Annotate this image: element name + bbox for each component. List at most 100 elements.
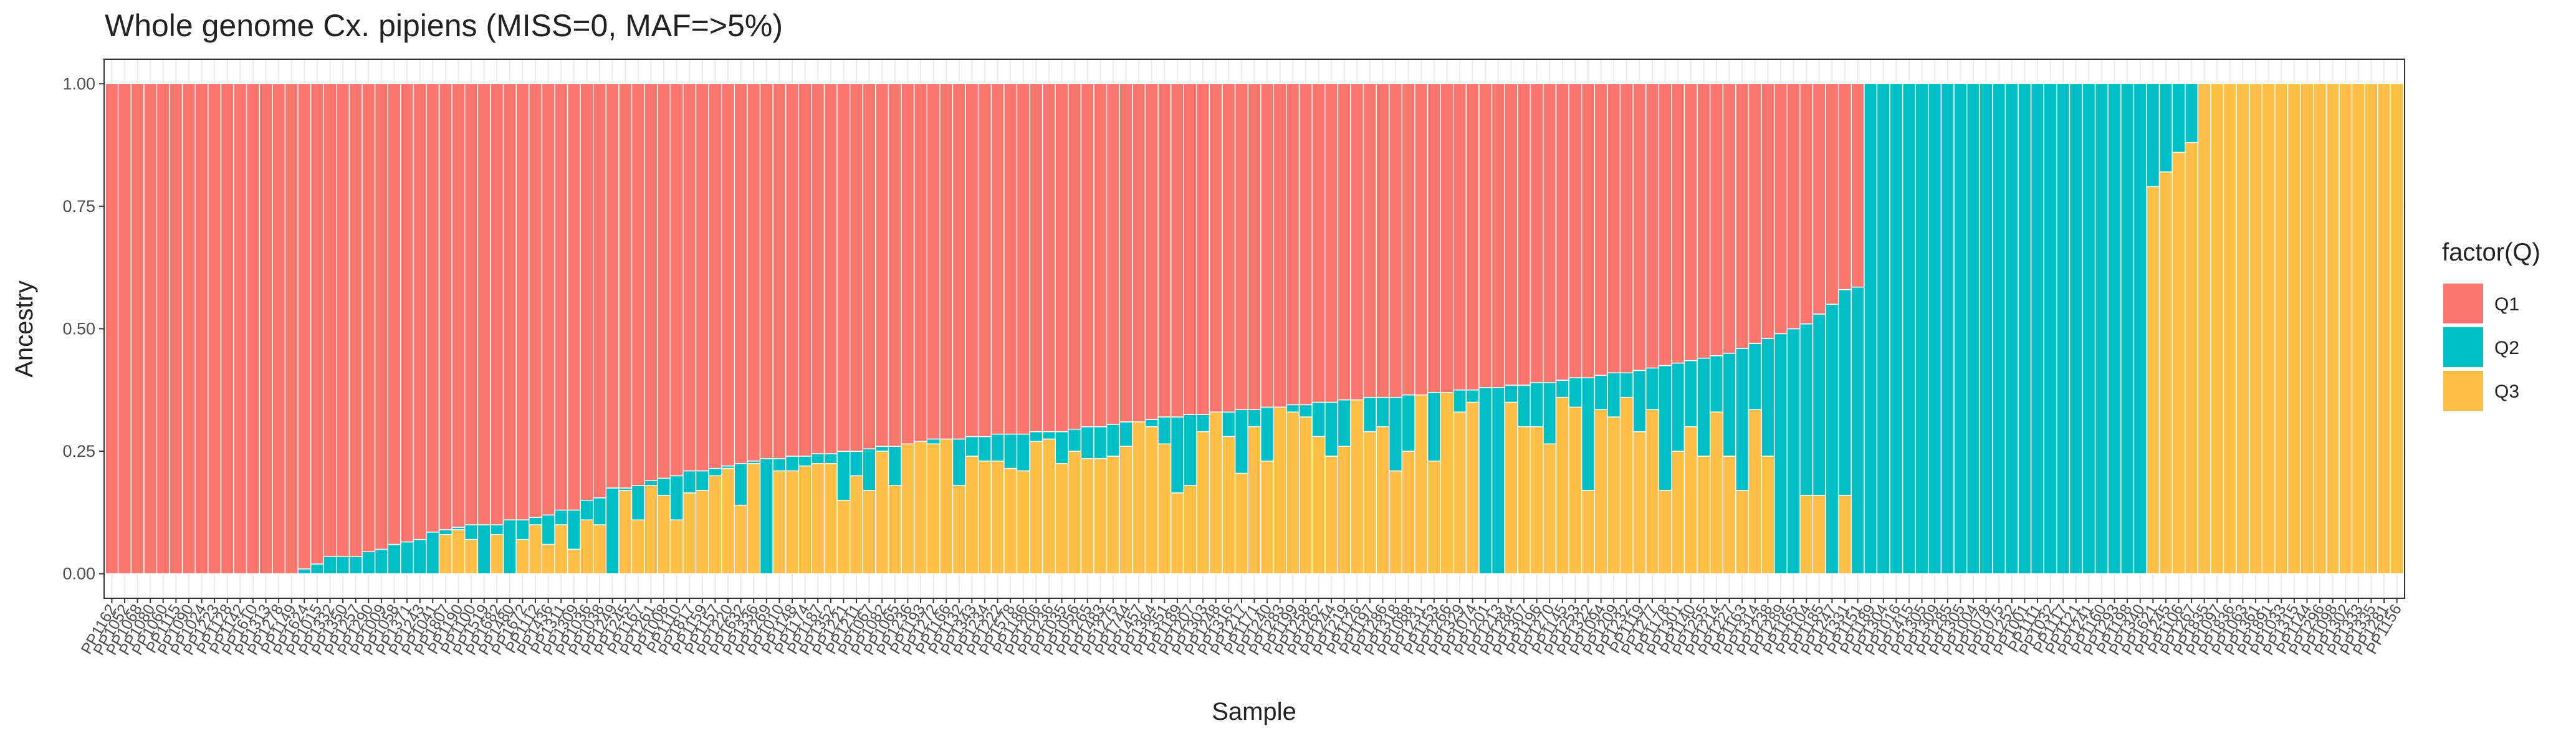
bar-segment <box>1683 360 1698 428</box>
bar-segment <box>605 487 620 575</box>
bar-segment <box>1389 470 1403 575</box>
bar-segment <box>1298 83 1313 406</box>
bar-segment <box>1324 83 1339 403</box>
bar-segment <box>1362 431 1377 575</box>
bar-segment <box>849 475 864 575</box>
bar-segment <box>1183 485 1197 575</box>
bar-segment <box>1671 83 1685 364</box>
bar-segment <box>502 519 517 575</box>
bar-segment <box>747 83 761 462</box>
bar-segment <box>888 446 902 486</box>
y-tick-label: 0.25 <box>62 442 95 461</box>
bar-segment <box>323 556 337 575</box>
bar-segment <box>1041 438 1056 575</box>
bar-segment <box>1837 83 1852 290</box>
bar-segment <box>1170 416 1184 494</box>
bar-segment <box>1068 451 1082 575</box>
bar-segment <box>477 524 491 575</box>
bar-segment <box>1453 411 1467 575</box>
bar-segment <box>1581 490 1596 575</box>
bar-segment <box>1401 451 1415 575</box>
bar-segment <box>541 543 555 575</box>
bar-segment <box>438 83 452 530</box>
bar-segment <box>1555 396 1569 575</box>
bar-segment <box>977 461 992 575</box>
bar-segment <box>1157 443 1172 575</box>
bar-segment <box>669 519 684 575</box>
bar-segment <box>1889 83 1903 575</box>
bar-segment <box>1786 328 1801 575</box>
bar-segment <box>682 83 697 472</box>
bar-segment <box>2107 83 2122 575</box>
bar-segment <box>631 485 645 520</box>
bar-segment <box>1055 463 1069 575</box>
bar-segment <box>1594 409 1608 575</box>
bar-segment <box>2325 83 2340 575</box>
bar-segment <box>1658 365 1672 491</box>
bar-segment <box>2249 83 2263 575</box>
bar-segment <box>875 83 889 447</box>
bar-segment <box>1966 83 1980 575</box>
bar-segment <box>1427 391 1441 462</box>
bar-segment <box>490 83 504 525</box>
bar-segment <box>939 83 954 440</box>
bar-segment <box>1041 83 1056 433</box>
bar-segment <box>374 548 388 575</box>
bar-segment <box>541 83 555 516</box>
bar-segment <box>901 83 915 445</box>
bar-segment <box>1298 416 1313 575</box>
bar-segment <box>490 524 504 535</box>
bar-segment <box>1286 83 1300 406</box>
bar-segment <box>1311 436 1326 575</box>
bar-segment <box>1619 372 1634 398</box>
legend-label: Q1 <box>2494 294 2519 315</box>
bar-segment <box>515 538 530 575</box>
bar-segment <box>1376 396 1390 428</box>
bar-segment <box>194 83 209 575</box>
bar-segment <box>1453 83 1467 391</box>
bar-segment <box>477 83 491 525</box>
bar-segment <box>875 446 889 452</box>
bar-segment <box>400 83 414 543</box>
bar-segment <box>233 83 247 575</box>
bar-segment <box>965 456 979 575</box>
bar-segment <box>772 83 787 459</box>
bar-segment <box>2313 83 2327 575</box>
bar-segment <box>1106 456 1120 575</box>
bar-segment <box>1234 472 1248 575</box>
bar-segment <box>1055 83 1069 433</box>
bar-segment <box>1183 83 1197 415</box>
bar-segment <box>1632 370 1647 433</box>
bar-segment <box>541 514 555 545</box>
bar-segment <box>682 492 697 575</box>
bar-segment <box>1709 411 1724 575</box>
bar-segment <box>284 83 299 575</box>
bar-segment <box>1196 83 1210 415</box>
bar-segment <box>1581 83 1596 378</box>
bar-segment <box>105 83 119 575</box>
bar-segment <box>1568 83 1582 378</box>
bar-segment <box>490 534 504 575</box>
bar-segment <box>965 436 979 457</box>
bar-segment <box>310 563 324 575</box>
bar-segment <box>1041 431 1056 440</box>
bar-segment <box>913 83 928 442</box>
bar-segment <box>413 83 427 540</box>
bar-segment <box>952 83 966 440</box>
bar-segment <box>1093 458 1108 575</box>
bar-segment <box>1722 456 1736 575</box>
bar-segment <box>1645 83 1660 369</box>
bar-segment <box>1157 83 1172 418</box>
bar-segment <box>1119 83 1133 423</box>
bar-segment <box>1864 83 1878 575</box>
bar-segment <box>1068 83 1082 430</box>
bar-segment <box>2018 83 2032 575</box>
bar-segment <box>117 83 132 575</box>
bar-segment <box>2004 83 2019 575</box>
bar-segment <box>529 83 543 518</box>
bar-segment <box>1799 83 1814 325</box>
bar-segment <box>1080 426 1094 459</box>
bar-segment <box>1003 83 1018 435</box>
bar-segment <box>1273 83 1287 408</box>
bar-segment <box>143 83 158 575</box>
